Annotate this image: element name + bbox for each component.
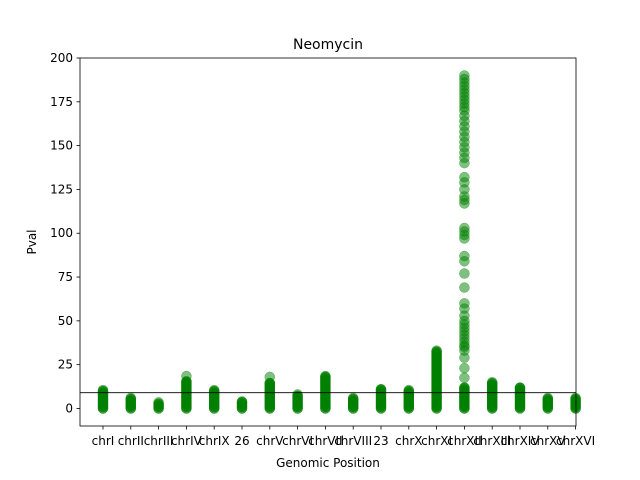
data-point — [459, 222, 470, 234]
chart-title: Neomycin — [293, 37, 363, 53]
y-tick-label: 175 — [50, 95, 73, 109]
data-point — [459, 70, 470, 81]
x-axis-title: Genomic Position — [276, 456, 380, 470]
y-tick-label: 25 — [58, 358, 73, 372]
x-tick-label: chrIII — [144, 434, 174, 448]
data-point — [320, 370, 331, 382]
x-tick-label: chrXVI — [556, 434, 595, 448]
x-tick-label: chrXIV — [500, 434, 540, 448]
x-tick-label: chrX — [395, 434, 422, 448]
data-point — [459, 298, 470, 309]
x-tick-label: chrXIII — [473, 434, 511, 448]
data-point — [486, 376, 498, 388]
y-tick-label: 125 — [50, 182, 73, 196]
data-point — [459, 382, 470, 393]
x-tick-label: chrVII — [308, 434, 342, 448]
data-point — [292, 389, 303, 400]
data-point — [459, 268, 470, 279]
x-tick-label: chrII — [118, 434, 144, 448]
y-tick-label: 150 — [50, 139, 73, 153]
data-point — [459, 171, 470, 183]
data-point — [403, 384, 415, 396]
y-tick-label: 75 — [58, 270, 73, 284]
y-tick-label: 50 — [58, 314, 73, 328]
x-tick-label: 23 — [373, 434, 388, 448]
plot-frame — [79, 57, 577, 427]
data-point — [375, 383, 387, 395]
x-tick-label: 26 — [234, 434, 249, 448]
y-tick-label: 200 — [50, 51, 73, 65]
data-point — [570, 392, 581, 404]
data-point — [542, 392, 554, 404]
y-tick-label: 0 — [65, 401, 73, 415]
data-point — [125, 392, 137, 404]
x-tick-label: chrI — [92, 434, 115, 448]
data-point — [459, 250, 470, 262]
data-point — [459, 362, 470, 374]
x-tick-label: chrIV — [171, 434, 203, 448]
y-tick-label: 100 — [50, 226, 73, 240]
data-point — [236, 396, 248, 407]
x-tick-label: chrIX — [199, 434, 230, 448]
data-point — [459, 372, 470, 384]
data-point — [459, 282, 470, 293]
data-point — [208, 384, 220, 396]
x-tick-label: chrXII — [447, 434, 481, 448]
data-point — [153, 397, 164, 408]
x-tick-label: chrXV — [530, 434, 566, 448]
data-point — [431, 345, 442, 356]
y-axis-title: Pval — [25, 229, 39, 254]
data-point — [97, 384, 109, 396]
x-tick-label: chrVIII — [334, 434, 372, 448]
data-point — [264, 371, 276, 383]
x-tick-label: chrXI — [421, 434, 452, 448]
data-point — [181, 370, 192, 382]
data-points — [97, 70, 581, 414]
data-point — [514, 382, 526, 393]
x-tick-label: chrVI — [282, 434, 313, 448]
x-tick-label: chrV — [256, 434, 284, 448]
y-axis: 0 25 50 75 100 125 150 175 200 — [50, 51, 80, 415]
data-point — [347, 392, 359, 404]
